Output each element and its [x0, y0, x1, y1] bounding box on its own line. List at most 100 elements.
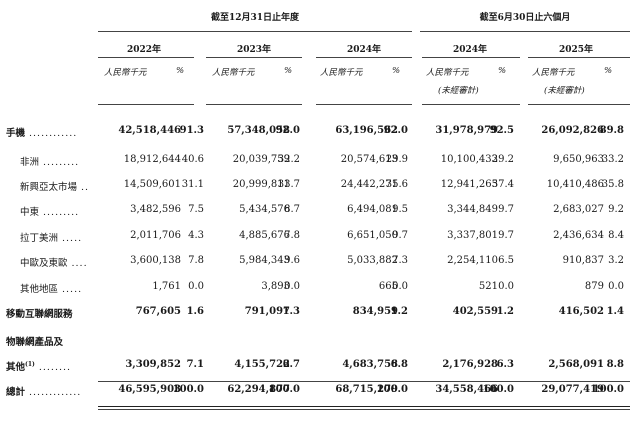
- cell-amount: 62,294,877: [227, 384, 290, 395]
- cell-amount: 3,893: [261, 281, 290, 292]
- cell-amount: 46,595,903: [118, 384, 181, 395]
- cell-percent: 8.7: [284, 204, 300, 215]
- row-label-text: 中歐及東歐: [20, 258, 68, 269]
- cell-amount: 12,941,265: [440, 179, 498, 190]
- leader-dots: .........: [43, 157, 80, 168]
- row-label-text: 其他地區: [20, 284, 59, 295]
- cell-amount: 63,196,562: [335, 125, 398, 136]
- row-label: 手機............: [6, 125, 77, 139]
- rule-year-2025-half: [528, 57, 630, 58]
- cell-amount: 5,434,576: [239, 204, 290, 215]
- cell-amount: 3,600,138: [130, 255, 181, 266]
- cell-amount: 1,761: [152, 281, 181, 292]
- rule-above-total: [98, 381, 630, 382]
- cell-percent: 0.0: [608, 281, 624, 292]
- row-label-text: 中東: [20, 207, 40, 218]
- cell-amount: 2,436,634: [553, 230, 604, 241]
- cell-percent: 1.3: [282, 306, 300, 317]
- cell-percent: 9.6: [284, 255, 300, 266]
- cell-percent: 1.2: [390, 306, 408, 317]
- unit-rmb-2022: 人民幣千元: [104, 68, 147, 78]
- cell-percent: 92.5: [489, 125, 514, 136]
- cell-percent: 7.1: [186, 359, 204, 370]
- leader-dots: .....: [62, 284, 83, 295]
- row-label-text: 拉丁美洲: [20, 233, 59, 244]
- cell-amount: 521: [478, 281, 498, 292]
- cell-percent: 6.3: [496, 359, 514, 370]
- header-full-year: 截至12月31日止年度: [210, 13, 300, 23]
- cell-percent: 3.2: [608, 255, 624, 266]
- row-label: 其他地區.....: [20, 281, 82, 295]
- cell-percent: 4.3: [188, 230, 204, 241]
- cell-percent: 0.0: [498, 281, 514, 292]
- rule-year-2024-half: [422, 57, 520, 58]
- cell-amount: 879: [584, 281, 604, 292]
- unit-pct-2023: %: [284, 66, 293, 76]
- unaudited-2025-half: (未經審計): [544, 86, 585, 96]
- rule-header-bottom-2023: [206, 104, 302, 105]
- row-label-text: 其他: [6, 362, 26, 373]
- cell-amount: 24,442,271: [340, 179, 398, 190]
- cell-amount: 20,039,759: [232, 154, 290, 165]
- cell-percent: 35.6: [385, 179, 408, 190]
- cell-percent: 0.0: [188, 281, 204, 292]
- cell-amount: 3,309,852: [125, 359, 181, 370]
- row-label: 中東.........: [20, 204, 79, 218]
- cell-percent: 7.5: [188, 204, 204, 215]
- cell-amount: 57,348,058: [227, 125, 290, 136]
- unit-pct-2024: %: [392, 66, 401, 76]
- cell-amount: 416,502: [558, 306, 604, 317]
- cell-amount: 834,959: [352, 306, 398, 317]
- row-label-text: 物聯網產品及: [6, 337, 64, 348]
- cell-amount: 2,683,027: [553, 204, 604, 215]
- year-2024-half: 2024年: [452, 45, 488, 55]
- leader-dots: .........: [43, 207, 80, 218]
- cell-amount: 29,077,419: [541, 384, 604, 395]
- cell-percent: 92.0: [383, 125, 408, 136]
- unit-pct-2024-half: %: [498, 66, 507, 76]
- row-label: 非洲.........: [20, 154, 79, 168]
- cell-amount: 2,568,091: [548, 359, 604, 370]
- footnote-marker: (1): [25, 360, 35, 368]
- rule-year-2024: [316, 57, 412, 58]
- row-label-text: 總計: [6, 387, 26, 398]
- cell-amount: 2,254,110: [447, 255, 498, 266]
- leader-dots: .....: [62, 233, 83, 244]
- cell-amount: 2,176,928: [442, 359, 498, 370]
- leader-dots: ............: [29, 128, 78, 139]
- cell-percent: 40.6: [181, 154, 204, 165]
- row-label: 移動互聯網服務: [6, 306, 73, 320]
- cell-amount: 5,033,882: [347, 255, 398, 266]
- cell-percent: 92.0: [275, 125, 300, 136]
- cell-percent: 9.7: [392, 230, 408, 241]
- unaudited-2024-half: (未經審計): [438, 86, 479, 96]
- cell-amount: 14,509,601: [123, 179, 181, 190]
- cell-amount: 402,559: [452, 306, 498, 317]
- rule-year-2022: [98, 57, 194, 58]
- cell-percent: 0.0: [284, 281, 300, 292]
- cell-percent: 8.8: [606, 359, 624, 370]
- rule-year-2023: [206, 57, 302, 58]
- cell-percent: 7.8: [188, 255, 204, 266]
- cell-amount: 26,092,826: [541, 125, 604, 136]
- leader-dots: ..: [81, 182, 90, 193]
- unit-rmb-2023: 人民幣千元: [212, 68, 255, 78]
- cell-percent: 29.2: [491, 154, 514, 165]
- cell-percent: 100.0: [172, 384, 204, 395]
- cell-percent: 7.3: [392, 255, 408, 266]
- cell-amount: 3,344,849: [447, 204, 498, 215]
- row-label-text: 移動互聯網服務: [6, 309, 73, 320]
- row-label: 總計.............: [6, 384, 81, 398]
- cell-percent: 35.8: [601, 179, 624, 190]
- cell-amount: 4,683,758: [342, 359, 398, 370]
- header-half-year: 截至6月30日止六個月: [479, 13, 571, 23]
- cell-amount: 791,097: [244, 306, 290, 317]
- row-label-text: 手機: [6, 128, 26, 139]
- year-2024: 2024年: [346, 45, 382, 55]
- cell-percent: 9.5: [392, 204, 408, 215]
- cell-percent: 9.7: [498, 230, 514, 241]
- cell-amount: 2,011,706: [130, 230, 181, 241]
- cell-percent: 1.6: [186, 306, 204, 317]
- cell-percent: 100.0: [376, 384, 408, 395]
- cell-percent: 1.4: [606, 306, 624, 317]
